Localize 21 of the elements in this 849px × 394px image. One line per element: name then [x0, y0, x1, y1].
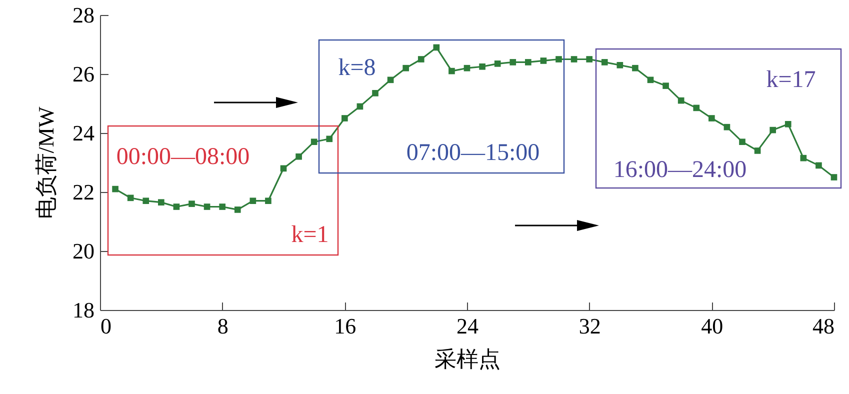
x-tick-label: 48: [812, 314, 834, 338]
annotation: 16:00—24:00: [613, 157, 747, 183]
x-tick-label: 0: [100, 314, 112, 338]
y-axis-title: 电负荷/MW: [34, 106, 58, 220]
x-tick-label: 24: [456, 314, 478, 338]
annotation: k=8: [338, 55, 376, 81]
y-tick-label: 18: [72, 298, 94, 322]
y-tick-label: 28: [72, 2, 94, 28]
annotation: 00:00—08:00: [116, 144, 250, 170]
y-tick-label: 24: [72, 120, 94, 146]
annotation: k=1: [291, 222, 329, 248]
annotation: 07:00—15:00: [406, 140, 540, 166]
y-tick-label: 26: [72, 62, 94, 86]
y-tick-label: 20: [72, 238, 94, 264]
x-tick-label: 40: [701, 314, 724, 338]
y-tick-label: 22: [72, 180, 94, 204]
x-tick-label: 32: [578, 314, 601, 338]
x-axis-title: 采样点: [434, 346, 500, 372]
annotation: k=17: [766, 67, 816, 93]
x-tick-label: 8: [217, 314, 228, 338]
x-tick-label: 16: [334, 314, 356, 338]
